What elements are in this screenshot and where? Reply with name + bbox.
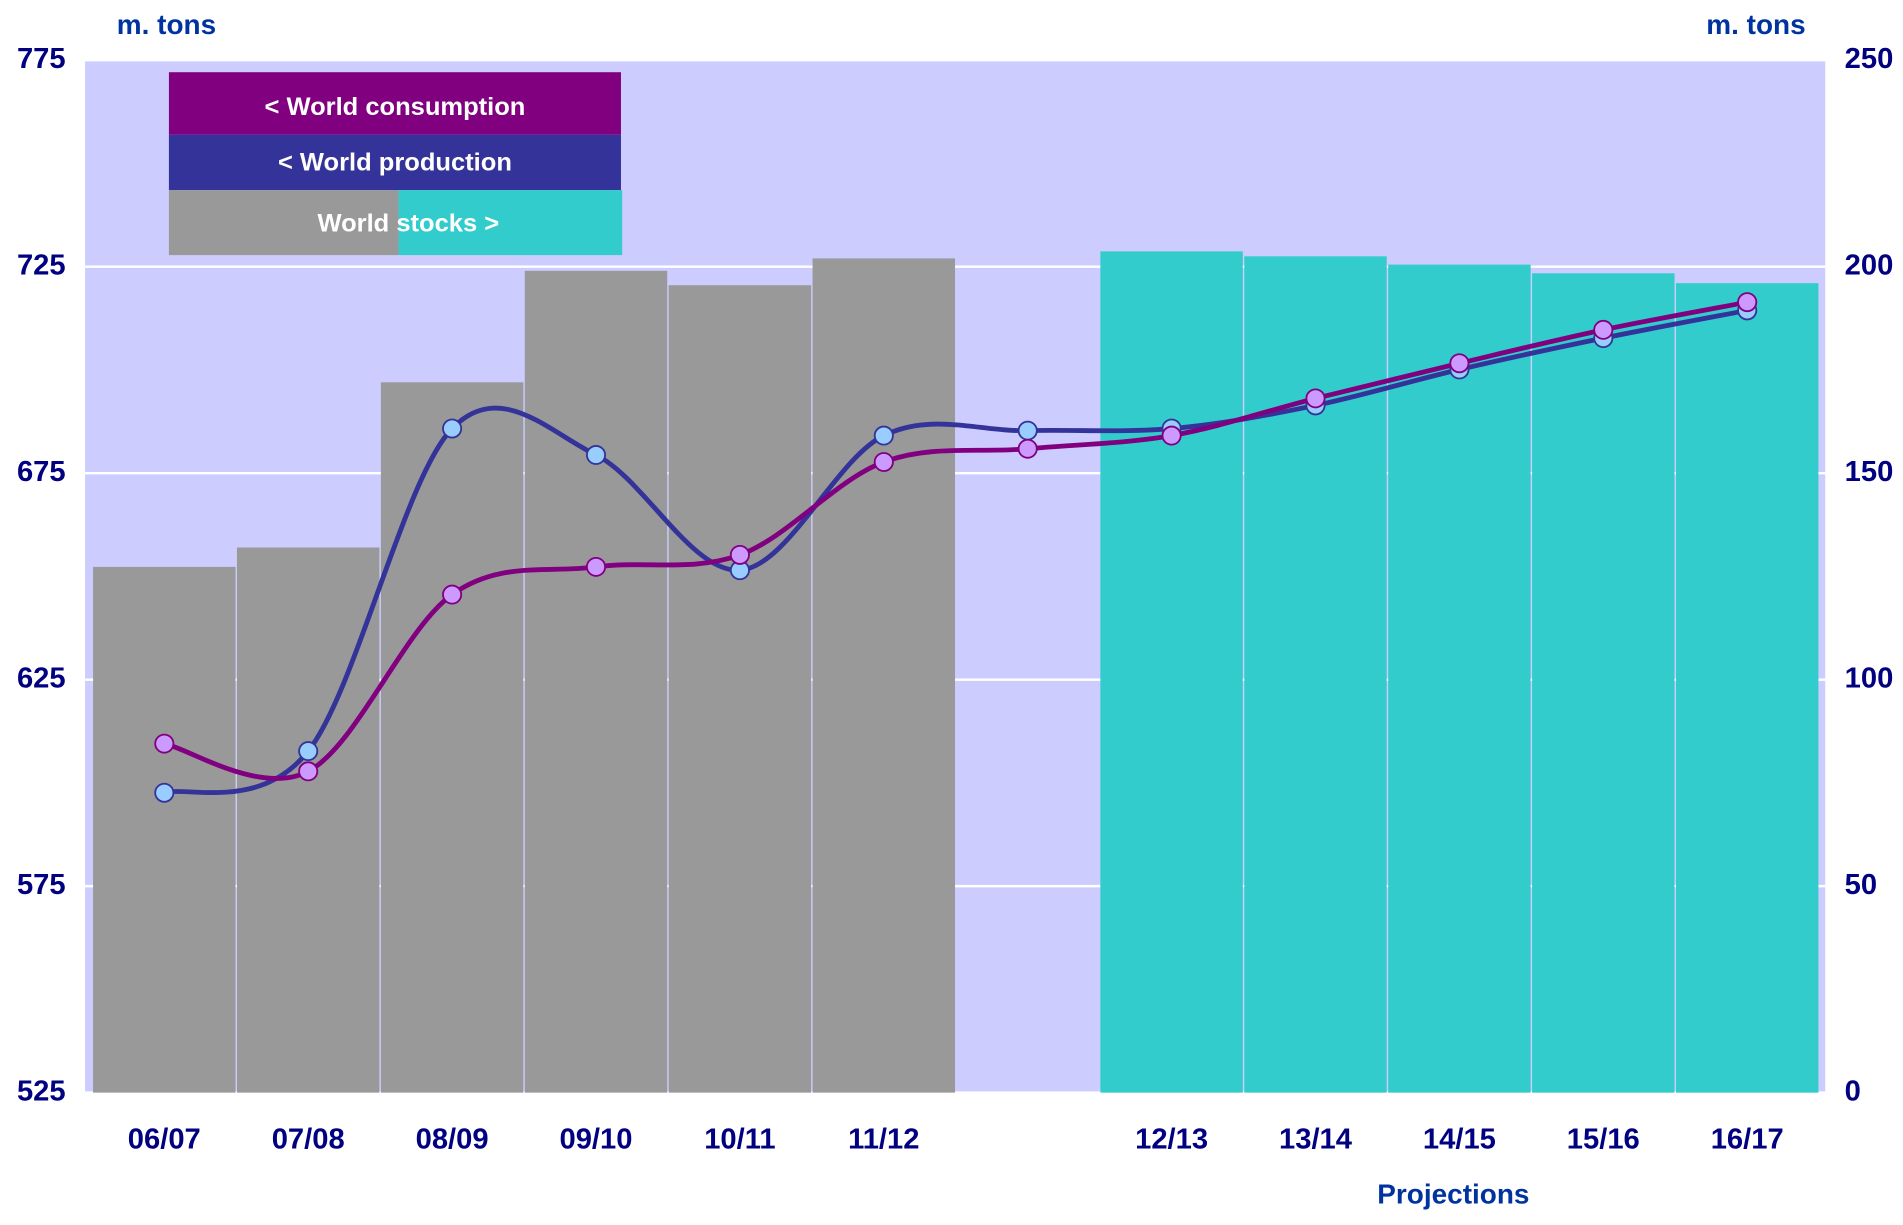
legend-label: World stocks > bbox=[317, 210, 499, 238]
marker bbox=[154, 733, 175, 754]
bar bbox=[93, 566, 236, 1093]
x-tick-label: 09/10 bbox=[560, 1124, 633, 1156]
bar bbox=[1532, 273, 1675, 1093]
marker bbox=[585, 445, 607, 465]
bar bbox=[236, 547, 380, 1093]
marker bbox=[154, 782, 175, 803]
marker bbox=[873, 452, 894, 472]
y2-tick-label: 100 bbox=[1845, 662, 1894, 694]
legend-label: < World production bbox=[278, 148, 512, 176]
marker bbox=[442, 584, 463, 605]
x-tick-label: 11/12 bbox=[848, 1124, 919, 1156]
x-tick-label: 12/13 bbox=[1135, 1124, 1208, 1156]
y2-axis-label: m. tons bbox=[1706, 9, 1805, 40]
bar bbox=[1388, 264, 1531, 1093]
bar bbox=[668, 285, 812, 1093]
bar bbox=[1675, 283, 1819, 1093]
marker bbox=[298, 741, 319, 762]
y2-tick-label: 0 bbox=[1845, 1075, 1861, 1107]
marker bbox=[1161, 425, 1182, 446]
x-tick-label: 07/08 bbox=[272, 1124, 345, 1156]
legend-swatch bbox=[398, 190, 623, 256]
legend-swatch bbox=[168, 134, 621, 191]
y-tick-label: 775 bbox=[17, 43, 66, 75]
marker bbox=[585, 556, 607, 577]
x-tick-label: 10/11 bbox=[704, 1124, 775, 1156]
bar bbox=[524, 270, 668, 1093]
y-tick-label: 575 bbox=[17, 869, 66, 901]
marker bbox=[1593, 319, 1614, 340]
y2-tick-label: 50 bbox=[1845, 869, 1877, 901]
x-tick-label: 15/16 bbox=[1567, 1124, 1640, 1156]
marker bbox=[1449, 353, 1470, 374]
y2-tick-label: 250 bbox=[1845, 43, 1894, 75]
marker bbox=[442, 418, 463, 439]
marker bbox=[1017, 420, 1038, 441]
annotation: Projections bbox=[1377, 1179, 1529, 1210]
legend-label: < World consumption bbox=[264, 93, 525, 121]
x-tick-label: 08/09 bbox=[416, 1124, 489, 1156]
marker bbox=[298, 761, 319, 782]
bar bbox=[1244, 256, 1387, 1093]
y-tick-label: 725 bbox=[17, 249, 66, 281]
y-axis-label: m. tons bbox=[117, 9, 216, 40]
marker bbox=[873, 425, 894, 446]
legend-swatch bbox=[168, 72, 621, 135]
legend: < World consumption < World production W… bbox=[168, 72, 623, 256]
bar bbox=[1100, 251, 1243, 1093]
x-tick-label: 06/07 bbox=[128, 1124, 201, 1156]
x-tick-label: 16/17 bbox=[1711, 1124, 1784, 1156]
bar bbox=[812, 258, 956, 1093]
marker bbox=[1737, 292, 1758, 313]
y-tick-label: 675 bbox=[17, 456, 66, 488]
marker bbox=[1017, 438, 1038, 459]
y-tick-label: 525 bbox=[17, 1075, 66, 1107]
y2-tick-label: 150 bbox=[1845, 456, 1894, 488]
y-tick-label: 625 bbox=[17, 662, 66, 694]
x-tick-label: 14/15 bbox=[1423, 1124, 1496, 1156]
y2-tick-label: 200 bbox=[1845, 249, 1894, 281]
marker bbox=[729, 544, 750, 565]
marker bbox=[1305, 388, 1326, 409]
legend-swatch bbox=[168, 190, 399, 256]
bar bbox=[380, 382, 524, 1093]
x-tick-label: 13/14 bbox=[1279, 1124, 1352, 1156]
